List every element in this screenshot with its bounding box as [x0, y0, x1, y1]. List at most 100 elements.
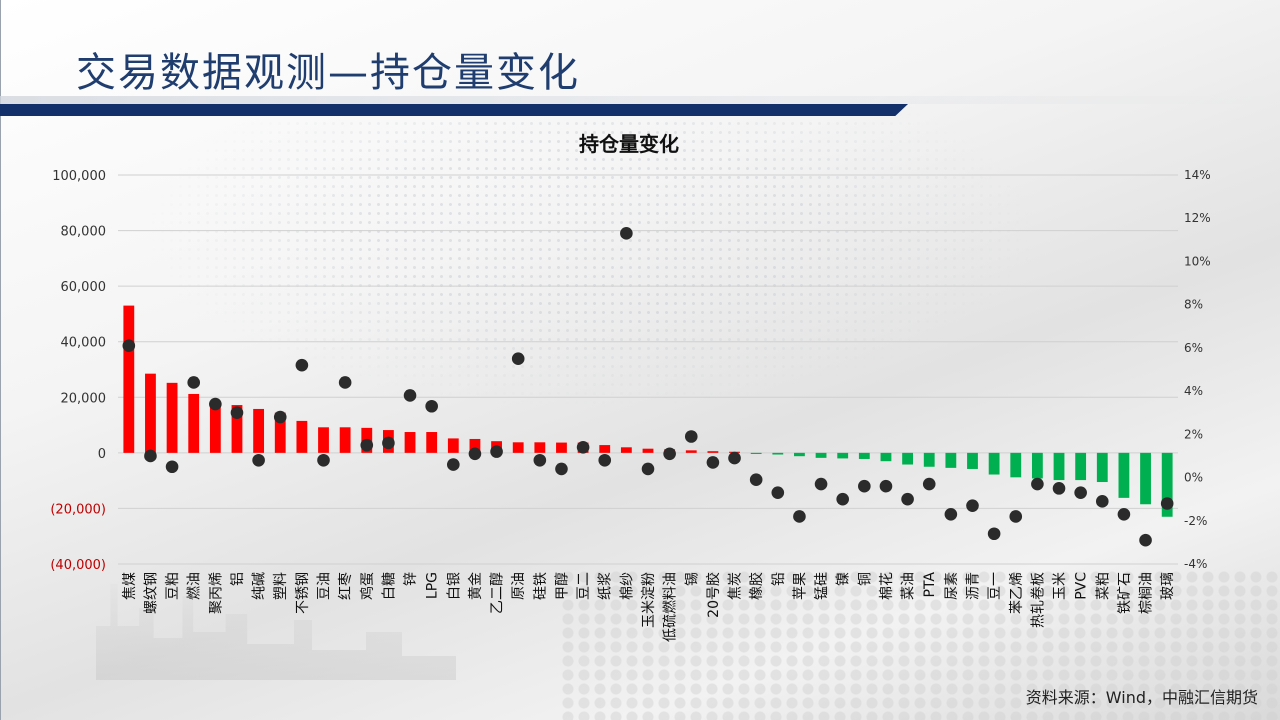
- category-label: 豆二: [576, 572, 592, 600]
- right-tick-label: 8%: [1184, 298, 1203, 312]
- point-硅铁: [533, 453, 547, 467]
- category-label: PVC: [1074, 572, 1090, 600]
- category-label: 聚丙烯: [208, 572, 224, 614]
- right-tick-label: -2%: [1184, 514, 1207, 528]
- category-label: 玻璃: [1159, 572, 1176, 600]
- category-label: 焦煤: [122, 572, 138, 600]
- bar-塑料: [274, 412, 286, 453]
- bar-20号胶: [707, 451, 719, 453]
- bar-燃油: [188, 393, 200, 453]
- bar-白银: [447, 438, 459, 453]
- point-沥青: [966, 499, 979, 512]
- category-label: 橡胶: [748, 572, 765, 600]
- left-tick-label: 40,000: [61, 336, 107, 351]
- category-label: 低硫燃料油: [662, 572, 679, 642]
- category-label: 尿素: [944, 572, 960, 600]
- category-label: 镍: [836, 572, 852, 586]
- bar-PVC: [1075, 452, 1087, 481]
- left-tick-label: (20,000): [50, 502, 106, 517]
- right-axis-ticks: 14% 12% 10% 8% 6% 4% 2% 0% -2% -4%: [1184, 168, 1211, 571]
- point-苯乙烯: [1009, 510, 1023, 523]
- right-tick-label: 14%: [1184, 168, 1211, 182]
- bar-铜: [858, 452, 870, 459]
- category-label: 豆油: [317, 572, 333, 600]
- category-label: 棉纱: [618, 572, 635, 600]
- bar-螺纹钢: [145, 373, 156, 453]
- right-tick-label: 10%: [1184, 254, 1211, 268]
- category-labels: 焦煤 螺纹钢 豆粕 燃油 聚丙烯铝纯碱 塑料 不锈钢 豆油 红枣 鸡蛋 白糖锌 LPG 白银 黄金 乙二醇原…: [122, 572, 1176, 642]
- point-棉纱: [620, 227, 633, 240]
- left-tick-label: (40,000): [50, 558, 106, 573]
- category-label: 原油: [511, 572, 527, 600]
- category-label: 玉米淀粉: [641, 572, 657, 628]
- point-铜: [858, 479, 871, 493]
- point-纯碱: [252, 453, 265, 467]
- category-label: 焦炭: [728, 572, 744, 600]
- right-tick-label: 6%: [1184, 341, 1203, 355]
- point-PTA: [922, 477, 936, 491]
- category-label: 热轧卷板: [1030, 572, 1046, 628]
- bar-热轧卷板: [1031, 452, 1043, 479]
- source-note: 资料来源：Wind，中融汇信期货: [1025, 688, 1258, 707]
- point-塑料: [273, 410, 287, 424]
- point-黄金: [468, 447, 482, 461]
- world-map-background: [140, 110, 1040, 410]
- point-铁矿石: [1117, 507, 1131, 521]
- point-锡: [684, 430, 698, 443]
- right-tick-label: 12%: [1184, 211, 1211, 225]
- category-label: 铜: [857, 572, 873, 586]
- point-聚丙烯: [209, 397, 222, 411]
- bar-不锈钢: [296, 420, 308, 453]
- category-label: 玉米: [1052, 572, 1068, 600]
- category-label: 苹果: [792, 572, 808, 600]
- category-label: 纸浆: [598, 572, 614, 600]
- point-豆一: [987, 527, 1001, 541]
- bar-豆粕: [166, 382, 178, 453]
- category-label: 豆粕: [165, 572, 181, 600]
- bar-series: [123, 305, 1173, 517]
- category-label: 锰硅: [814, 572, 830, 600]
- point-菜油: [901, 492, 914, 506]
- point-镍: [836, 492, 849, 506]
- category-label: 螺纹钢: [143, 572, 159, 614]
- bar-LPG: [426, 432, 438, 453]
- category-label: 硅铁: [533, 572, 549, 600]
- category-label: 塑料: [273, 572, 289, 600]
- bar-硅铁: [534, 442, 546, 453]
- category-label: 菜油: [901, 572, 917, 600]
- category-label: 20号胶: [705, 572, 722, 618]
- category-label: 锌: [403, 572, 419, 586]
- bar-苹果: [794, 452, 805, 457]
- bar-棕榈油: [1140, 452, 1151, 505]
- category-label: 菜粕: [1095, 572, 1111, 600]
- point-焦煤: [122, 339, 136, 353]
- bar-菜粕: [1096, 452, 1108, 483]
- category-label: 沥青: [965, 572, 981, 600]
- right-tick-label: 2%: [1184, 427, 1203, 441]
- right-tick-label: -4%: [1184, 557, 1207, 571]
- point-铅: [771, 486, 785, 499]
- point-豆油: [317, 453, 330, 467]
- point-白银: [447, 458, 460, 471]
- bar-尿素: [945, 452, 957, 468]
- point-原油: [511, 352, 525, 365]
- hex-pattern-background: [560, 570, 1280, 720]
- category-label: 棉花: [878, 572, 895, 600]
- page-title: 交易数据观测—持仓量变化: [76, 50, 580, 96]
- point-甲醇: [555, 462, 568, 476]
- bar-聚丙烯: [209, 401, 221, 453]
- point-燃油: [187, 376, 201, 389]
- category-label: PTA: [922, 572, 938, 598]
- category-label: 鸡蛋: [359, 572, 376, 600]
- bar-棉花: [880, 452, 892, 462]
- scatter-series: [122, 227, 1174, 547]
- category-label: 铅: [771, 572, 787, 586]
- point-豆粕: [165, 460, 179, 474]
- right-tick-label: 4%: [1184, 384, 1203, 398]
- point-棕榈油: [1139, 533, 1152, 547]
- left-tick-label: 100,000: [52, 169, 106, 184]
- point-热轧卷板: [1031, 477, 1044, 491]
- point-玉米: [1052, 482, 1066, 495]
